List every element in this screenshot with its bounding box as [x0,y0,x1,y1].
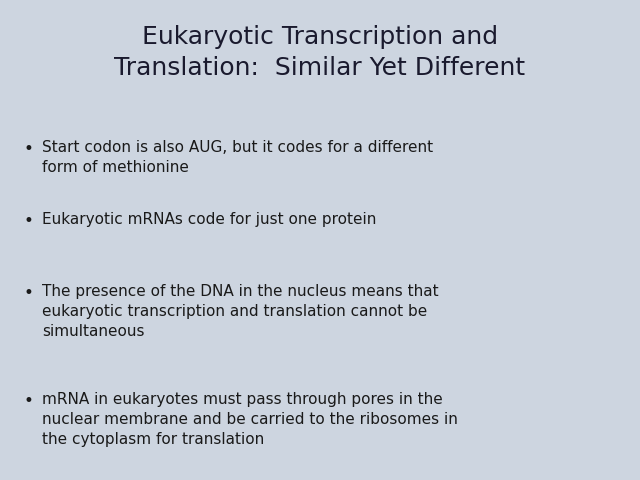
Text: The presence of the DNA in the nucleus means that
eukaryotic transcription and t: The presence of the DNA in the nucleus m… [42,284,438,338]
Text: Eukaryotic mRNAs code for just one protein: Eukaryotic mRNAs code for just one prote… [42,212,376,227]
Text: mRNA in eukaryotes must pass through pores in the
nuclear membrane and be carrie: mRNA in eukaryotes must pass through por… [42,392,458,446]
Text: •: • [23,392,33,410]
Text: Start codon is also AUG, but it codes for a different
form of methionine: Start codon is also AUG, but it codes fo… [42,140,433,175]
Text: Eukaryotic Transcription and
Translation:  Similar Yet Different: Eukaryotic Transcription and Translation… [115,25,525,80]
Text: •: • [23,140,33,158]
Text: •: • [23,212,33,230]
Text: •: • [23,284,33,302]
